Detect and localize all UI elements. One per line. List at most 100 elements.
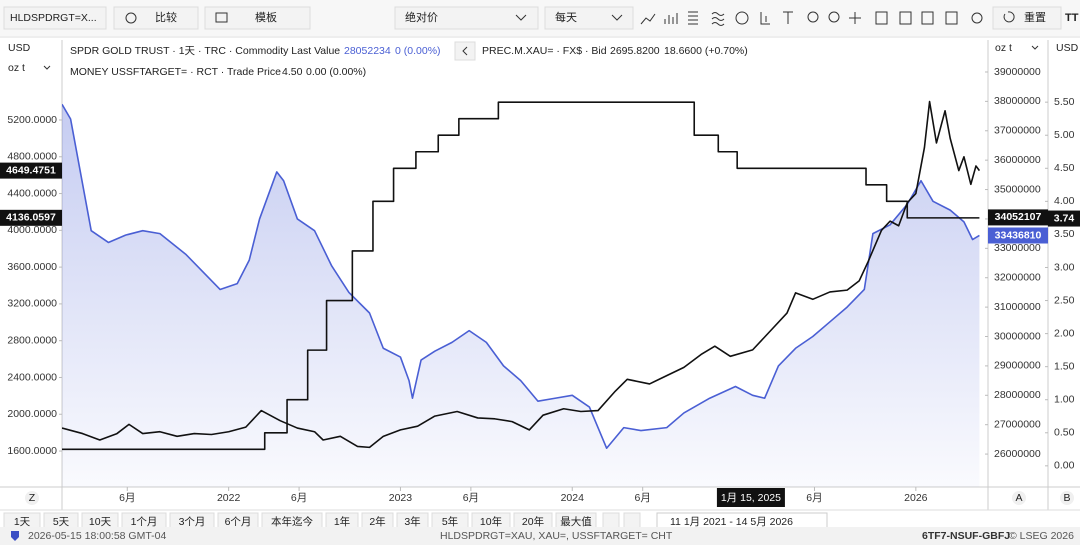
tick-label: 39000000 (994, 66, 1041, 78)
x-tick-label: 2024 (561, 492, 585, 504)
settings-icon[interactable] (971, 12, 983, 24)
range-label: 10天 (89, 516, 112, 528)
tick-label: 1600.0000 (7, 445, 57, 457)
tool-icon[interactable] (875, 11, 888, 25)
legend-value: 28052234 (344, 45, 391, 57)
folder-icon (215, 12, 228, 23)
tool-icon[interactable] (640, 13, 656, 25)
tool-icon[interactable] (828, 11, 840, 23)
legend-change: 0.00 (0.00%) (306, 66, 366, 78)
tick-label: 2.50 (1054, 294, 1075, 306)
plot (62, 100, 981, 487)
unit-label: USD (1056, 42, 1079, 54)
cursor-label-bg (988, 227, 1048, 244)
range-label: 1天 (14, 516, 31, 528)
tool-icon[interactable] (899, 11, 912, 25)
axis-button-label: Z (29, 492, 36, 504)
x-tick-label: 6月 (635, 492, 651, 504)
tool-icon[interactable] (664, 13, 678, 24)
tool-icon[interactable] (735, 11, 749, 25)
tick-label: 3600.0000 (7, 261, 57, 273)
collapse-button[interactable] (454, 41, 476, 61)
x-tick-label: 6月 (463, 492, 479, 504)
axis-button[interactable] (25, 491, 39, 505)
cursor-label: 4649.4751 (6, 164, 56, 176)
tool-icon[interactable] (688, 11, 698, 25)
range-label: 2年 (369, 515, 385, 528)
cursor-label: 3.74 (1054, 212, 1075, 224)
legend-label: MONEY USSFTARGET= · RCT · Trade Price (70, 66, 281, 78)
chevron (515, 14, 527, 21)
legend-label: PREC.M.XAU= · FX$ · Bid (482, 45, 607, 57)
axis-button-label: B (1063, 492, 1070, 504)
crosshair-label: 1月 15, 2025 (721, 492, 781, 504)
tool-icon[interactable] (921, 11, 934, 25)
tick-label: 2400.0000 (7, 371, 57, 383)
status-rics: HLDSPDRGT=XAU, XAU=, USSFTARGET= CHT (440, 530, 673, 542)
x-tick-label: 2022 (217, 492, 241, 504)
interval-dropdown[interactable] (544, 6, 634, 30)
reset-button[interactable] (992, 6, 1062, 30)
brand: TT (1065, 12, 1079, 24)
tick-label: 38000000 (994, 95, 1041, 107)
chevron (43, 65, 51, 70)
overlay: 1600.0000 2000.0000 2400.0000 2800.0000 3200… (0, 66, 1080, 507)
area (62, 104, 980, 487)
tick-label: 37000000 (994, 125, 1041, 137)
tick-label: 28000000 (994, 389, 1041, 401)
tick-label: 29000000 (994, 360, 1041, 372)
tool-icon[interactable] (711, 12, 725, 26)
cursor-label: 33436810 (995, 229, 1042, 241)
status-session: 6TF7-NSUF-GBFJ (922, 530, 1010, 542)
line (62, 103, 980, 450)
tick-label: 30000000 (994, 330, 1041, 342)
x-tick-label: 6月 (291, 492, 307, 504)
tick-label: 4000.0000 (7, 224, 57, 236)
template-button[interactable] (204, 6, 311, 30)
tick-label: 3200.0000 (7, 298, 57, 310)
tick-label: 4.50 (1054, 162, 1075, 174)
chevron (611, 14, 623, 21)
tick-label: 5.50 (1054, 96, 1075, 108)
icon-button[interactable] (602, 512, 620, 530)
range-label: 1年 (334, 515, 350, 528)
icon-button[interactable] (623, 512, 641, 530)
range-label: 5年 (442, 515, 458, 528)
x-tick-label: 2023 (389, 492, 413, 504)
range-label: 6个月 (225, 516, 252, 528)
x-tick-label: 6月 (119, 492, 135, 504)
range-label: 20年 (522, 515, 544, 528)
crosshair-label-bg (716, 488, 785, 507)
cursor-label-bg (1048, 210, 1080, 227)
tool-icon[interactable] (849, 12, 861, 24)
compare-button[interactable] (113, 6, 199, 30)
tool-icon[interactable] (783, 11, 793, 24)
axis-button[interactable] (1060, 491, 1074, 505)
range-buttons: 1天 5天 10天 1个月 3个月 6个月 本年迄今 1年 2年 3年 5年 10年 20年 最大值 (3, 512, 597, 530)
tick-label: 1.00 (1054, 394, 1075, 406)
unit-label: USD (8, 42, 31, 54)
axis-button[interactable] (1012, 491, 1026, 505)
tool-icon[interactable] (945, 11, 958, 25)
search-box[interactable] (3, 6, 107, 30)
compare-label: 比较 (155, 10, 177, 24)
unit-label[interactable]: oz t (995, 42, 1012, 54)
range-label: 3个月 (179, 516, 206, 528)
interval-label: 每天 (555, 10, 577, 24)
axis-button-label: A (1015, 492, 1022, 504)
template-label: 模板 (255, 10, 277, 24)
price-mode-dropdown[interactable] (394, 6, 539, 30)
tick-label: 2000.0000 (7, 408, 57, 420)
tick-label: 36000000 (994, 154, 1041, 166)
legend-change: 0 (0.00%) (395, 45, 441, 57)
tool-icons (640, 11, 983, 26)
tick-label: 33000000 (994, 242, 1041, 254)
tool-icon[interactable] (807, 11, 819, 23)
tool-icon[interactable] (760, 12, 770, 25)
tick-label: 2.00 (1054, 327, 1075, 339)
status-time: 2026-05-15 18:00:58 GMT-04 (28, 530, 167, 542)
tick-label: 0.50 (1054, 427, 1075, 439)
tick-label: 2800.0000 (7, 334, 57, 346)
unit-label[interactable]: oz t (8, 62, 25, 74)
